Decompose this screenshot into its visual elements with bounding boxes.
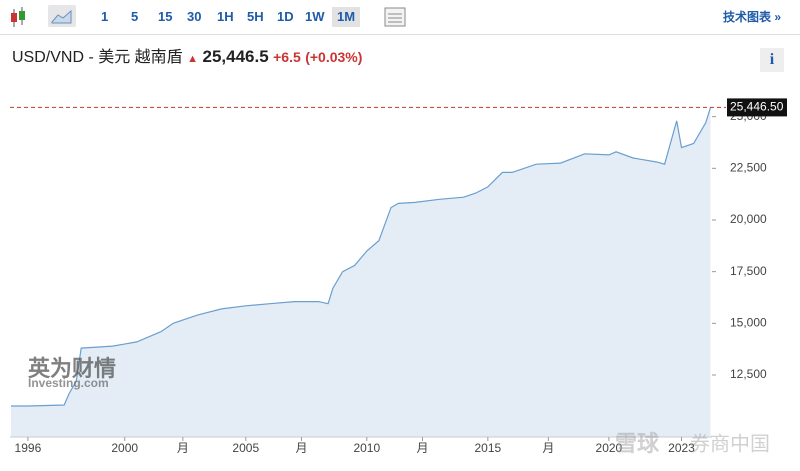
- y-tick-label: 17,500: [730, 264, 767, 278]
- price: 25,446.5: [202, 47, 269, 66]
- interval-button[interactable]: 1D: [277, 9, 294, 24]
- x-tick-label: 2023: [668, 441, 695, 455]
- last-price-label: 25,446.50: [730, 100, 784, 114]
- interval-button[interactable]: 5H: [247, 9, 264, 24]
- interval-button[interactable]: 30: [187, 9, 202, 24]
- watermark: 雪球: [615, 431, 660, 456]
- info-button[interactable]: i: [760, 48, 784, 72]
- y-tick-label: 12,500: [730, 367, 767, 381]
- interval-button[interactable]: 1: [101, 9, 109, 24]
- y-tick-label: 20,000: [730, 212, 767, 226]
- y-tick-label: 25,000: [730, 109, 767, 123]
- y-tick-label: 22,500: [730, 160, 767, 174]
- layout-icon[interactable]: [383, 6, 407, 28]
- area-fill: [10, 107, 711, 438]
- x-tick-label: 2015: [474, 441, 501, 455]
- symbol: USD/VND - 美元 越南盾: [12, 49, 183, 66]
- watermark: 券商中国: [690, 432, 770, 455]
- watermark: Investing.com: [28, 376, 109, 390]
- x-tick-label: 月: [416, 441, 428, 455]
- candle-icon[interactable]: [8, 3, 48, 33]
- interval-button[interactable]: 5: [131, 9, 139, 24]
- watermark: 英为财情: [28, 356, 116, 381]
- header: USD/VND - 美元 越南盾 ▲ 25,446.5 +6.5 (+0.03%…: [12, 46, 362, 68]
- interval-button[interactable]: 15: [158, 9, 173, 24]
- x-tick-label: 月: [542, 441, 554, 455]
- up-arrow: ▲: [187, 53, 199, 65]
- x-tick-label: 月: [295, 441, 307, 455]
- x-tick-label: 1996: [15, 441, 42, 455]
- interval-button[interactable]: 1H: [217, 9, 234, 24]
- area-icon[interactable]: [48, 5, 76, 27]
- tech-chart-link[interactable]: 技术图表 »: [723, 10, 782, 24]
- change: +6.5: [273, 49, 301, 65]
- price-line: [11, 107, 712, 407]
- y-tick-label: 15,000: [730, 315, 767, 329]
- toolbar: 1 5 15 30 1H 5H 1D 1W 1M 技术图表 »: [0, 0, 800, 35]
- interval-button[interactable]: 1W: [305, 9, 325, 24]
- x-tick-label: 2005: [232, 441, 259, 455]
- x-tick-label: 2010: [353, 441, 380, 455]
- interval-button[interactable]: 1M: [332, 7, 361, 27]
- change-pct: (+0.03%): [305, 49, 363, 65]
- last-price-box: [727, 98, 787, 117]
- x-tick-label: 月: [177, 441, 189, 455]
- x-tick-label: 2020: [596, 441, 623, 455]
- x-tick-label: 2000: [111, 441, 138, 455]
